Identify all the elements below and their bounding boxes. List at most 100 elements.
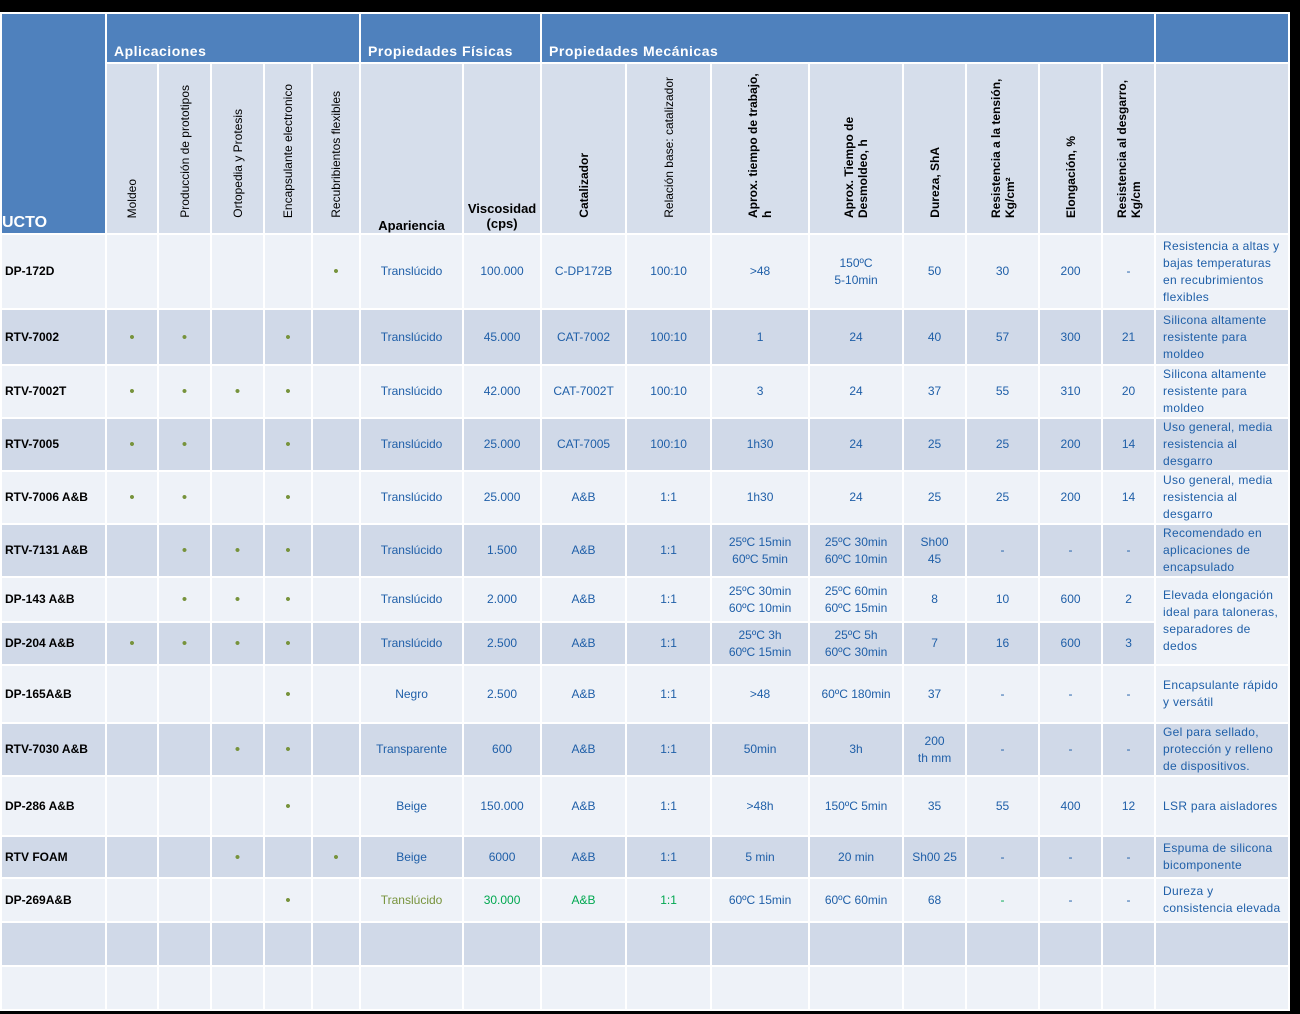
- property-cell: 68: [902, 877, 968, 923]
- empty-cell: [710, 965, 811, 1011]
- property-cell: 100:10: [625, 364, 713, 419]
- application-cell: [310, 722, 362, 777]
- property-cell: >48h: [710, 775, 811, 837]
- property-cell: -: [1038, 835, 1104, 879]
- application-cell: [157, 722, 212, 777]
- application-cell: [263, 233, 313, 310]
- application-cell: [263, 835, 313, 879]
- column-header-text: Elongación, %: [1063, 135, 1078, 218]
- column-header-text: Ortopedia y Protesis: [230, 109, 245, 218]
- property-cell: 10: [965, 576, 1041, 623]
- property-cell: 400: [1038, 775, 1104, 837]
- product-note: Silicona altamente resistente para molde…: [1154, 364, 1291, 419]
- column-header-text: Viscosidad (cps): [467, 201, 537, 231]
- property-cell: 310: [1038, 364, 1104, 419]
- table-body: UCTO Aplicaciones Propiedades Físicas Pr…: [0, 12, 1291, 1011]
- empty-cell: [965, 921, 1041, 967]
- property-cell: Beige: [359, 835, 465, 879]
- property-cell: A&B: [540, 835, 628, 879]
- property-cell: 600: [1038, 576, 1104, 623]
- property-cell: -: [1101, 877, 1157, 923]
- application-cell: •: [105, 308, 159, 366]
- column-header: Ortopedia y Protesis: [210, 62, 265, 235]
- product-row: RTV-7030 A&B • • Transparente 600 A&B 1:1 50min…: [0, 722, 1291, 777]
- application-cell: [210, 233, 265, 310]
- application-cell: [157, 775, 212, 837]
- empty-cell: [710, 921, 811, 967]
- application-cell: •: [263, 722, 313, 777]
- property-cell: 25: [902, 417, 968, 472]
- column-header: Resistencia al desgarro, Kg/cm: [1101, 62, 1157, 235]
- property-cell: 50: [902, 233, 968, 310]
- property-cell: 25: [965, 417, 1041, 472]
- property-cell: A&B: [540, 523, 628, 578]
- property-cell: 600: [462, 722, 543, 777]
- product-name: RTV-7005: [0, 417, 107, 472]
- column-header: Producción de prototipos: [157, 62, 212, 235]
- application-cell: •: [263, 308, 313, 366]
- application-cell: [105, 835, 159, 879]
- application-cell: [310, 523, 362, 578]
- property-cell: 2: [1101, 576, 1157, 623]
- application-cell: [105, 523, 159, 578]
- application-cell: •: [210, 621, 265, 666]
- property-cell: A&B: [540, 470, 628, 525]
- product-note: Gel para sellado, protección y relleno d…: [1154, 722, 1291, 777]
- property-cell: 20: [1101, 364, 1157, 419]
- product-row: DP-269A&B • Translúcido 30.000 A&B 1:1 60ºC 15…: [0, 877, 1291, 923]
- property-cell: 600: [1038, 621, 1104, 666]
- property-cell: 2.500: [462, 664, 543, 724]
- product-name: RTV-7131 A&B: [0, 523, 107, 578]
- product-row: RTV FOAM • • Beige 6000 A&B 1:1 5 min 20 min Sh00…: [0, 835, 1291, 879]
- property-cell: A&B: [540, 877, 628, 923]
- product-name: DP-204 A&B: [0, 621, 107, 666]
- product-row: RTV-7005 • • • Translúcido 25.000 CAT-7005 100:…: [0, 417, 1291, 472]
- column-header-text: Catalizador: [576, 153, 591, 218]
- application-cell: [310, 621, 362, 666]
- empty-cell: [105, 921, 159, 967]
- property-cell: -: [965, 523, 1041, 578]
- property-cell: 150ºC 5-10min: [808, 233, 905, 310]
- application-cell: [210, 664, 265, 724]
- application-cell: [310, 775, 362, 837]
- column-header-text: Resistencia al desgarro, Kg/cm: [1114, 79, 1143, 218]
- product-name: DP-286 A&B: [0, 775, 107, 837]
- application-cell: •: [210, 576, 265, 623]
- application-cell: •: [105, 417, 159, 472]
- property-cell: 6000: [462, 835, 543, 879]
- product-name: RTV-7006 A&B: [0, 470, 107, 525]
- property-cell: 2.500: [462, 621, 543, 666]
- product-note: Silicona altamente resistente para molde…: [1154, 308, 1291, 366]
- property-cell: 1h30: [710, 417, 811, 472]
- property-cell: CAT-7002: [540, 308, 628, 366]
- property-cell: 30.000: [462, 877, 543, 923]
- property-cell: -: [1038, 722, 1104, 777]
- application-cell: •: [157, 523, 212, 578]
- property-cell: 100:10: [625, 417, 713, 472]
- product-name: RTV-7002: [0, 308, 107, 366]
- empty-cell: [808, 921, 905, 967]
- application-cell: [310, 576, 362, 623]
- column-header: Aprox. Tiempo de Desmoldeo, h: [808, 62, 905, 235]
- property-cell: 1:1: [625, 835, 713, 879]
- empty-cell: [1038, 921, 1104, 967]
- application-cell: •: [157, 470, 212, 525]
- property-cell: Translúcido: [359, 308, 465, 366]
- product-row: RTV-7002 • • • Translúcido 45.000 CAT-7002 100:…: [0, 308, 1291, 366]
- empty-cell: [625, 921, 713, 967]
- property-cell: -: [1038, 523, 1104, 578]
- column-header-blank: [1154, 62, 1291, 235]
- empty-cell: [902, 965, 968, 1011]
- property-cell: A&B: [540, 576, 628, 623]
- property-cell: 21: [1101, 308, 1157, 366]
- property-cell: 24: [808, 470, 905, 525]
- product-row: DP-165A&B • Negro 2.500 A&B 1:1 >48 60ºC 180min…: [0, 664, 1291, 724]
- property-cell: 25.000: [462, 417, 543, 472]
- application-cell: [105, 576, 159, 623]
- property-cell: 3: [1101, 621, 1157, 666]
- property-cell: 35: [902, 775, 968, 837]
- column-header: Moldeo: [105, 62, 159, 235]
- application-cell: [105, 722, 159, 777]
- application-cell: [210, 470, 265, 525]
